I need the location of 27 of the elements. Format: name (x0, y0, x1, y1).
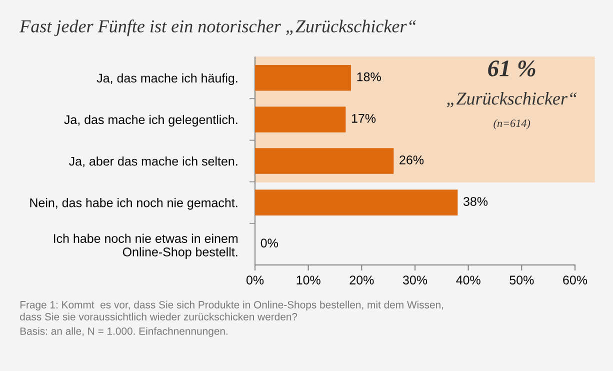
data-label: 26% (400, 156, 424, 164)
annotation: (n=614) (494, 119, 530, 130)
data-label: 0% (260, 238, 278, 248)
text: Frage 1: Kommt es vor, dass Sie sich Produkte in Online-Shops bestellen, mit dem Wissen, dass Sie sie voraussichtlich wieder zurückschicken werden? (20, 300, 444, 320)
y-tick-label: Ich habe noch nie etwas in einem Online-Shop bestellt. (54, 234, 238, 259)
x-tick-label: 50% (510, 276, 534, 284)
x-tick-label: 10% (296, 276, 320, 284)
text: Basis: an alle, N = 1.000. Einfachnennungen. (20, 327, 228, 337)
x-tick-label: 0% (246, 276, 264, 284)
bar (255, 148, 394, 174)
y-tick-label: Nein, das habe ich noch nie gemacht. (30, 198, 238, 210)
bar (255, 106, 346, 132)
bar (255, 190, 458, 216)
data-label: 18% (357, 72, 381, 82)
data-label: 38% (463, 197, 488, 206)
chart-title: Fast jeder Fünfte ist ein notorischer „Zurückschicker“ (20, 20, 416, 36)
x-tick-label: 40% (456, 276, 480, 284)
y-tick-label: Ja, das mache ich gelegentlich. (64, 114, 238, 127)
x-tick-label: 20% (350, 276, 374, 284)
bar (255, 65, 352, 91)
annotation: 61 % (488, 60, 536, 76)
annotation: „Zurückschicker“ (446, 92, 577, 108)
y-tick-label: Ja, das mache ich häufig. (96, 73, 238, 86)
x-tick-label: 30% (402, 276, 428, 284)
y-tick-label: Ja, aber das mache ich selten. (69, 156, 238, 168)
x-tick-label: 60% (563, 276, 588, 284)
data-label: 17% (352, 114, 376, 123)
